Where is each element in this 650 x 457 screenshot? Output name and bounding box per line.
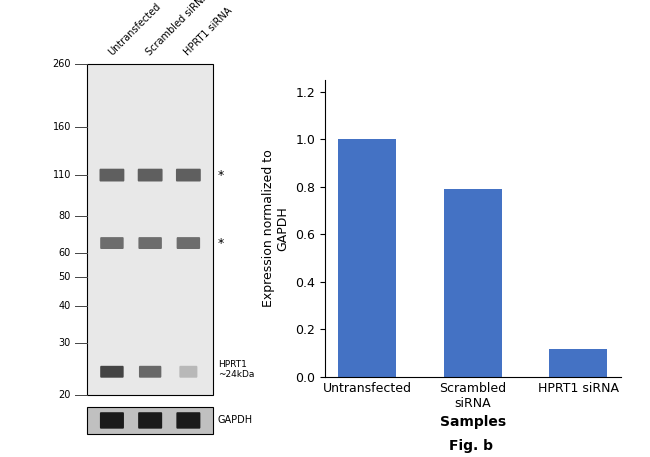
FancyBboxPatch shape [176,412,200,429]
Text: 50: 50 [58,272,71,282]
FancyBboxPatch shape [100,412,124,429]
Text: Untransfected: Untransfected [106,1,162,57]
Text: Fig. b: Fig. b [449,439,493,453]
FancyBboxPatch shape [177,237,200,249]
Bar [87,407,213,434]
Text: 40: 40 [58,301,71,311]
Text: 20: 20 [58,390,71,400]
FancyBboxPatch shape [139,366,161,377]
Y-axis label: Expression normalized to
GAPDH: Expression normalized to GAPDH [262,149,290,308]
Bar [87,64,213,395]
FancyBboxPatch shape [179,366,198,377]
FancyBboxPatch shape [138,169,162,181]
FancyBboxPatch shape [176,169,201,181]
Text: 160: 160 [53,122,71,132]
Bar [444,189,502,377]
FancyBboxPatch shape [100,237,124,249]
FancyBboxPatch shape [100,366,124,377]
FancyBboxPatch shape [99,169,124,181]
X-axis label: Samples: Samples [440,415,506,430]
Text: GAPDH: GAPDH [218,415,253,425]
Text: 260: 260 [53,59,71,69]
Text: HPRT1 siRNA: HPRT1 siRNA [183,5,235,57]
Bar [339,139,396,377]
Text: Scrambled siRNA: Scrambled siRNA [144,0,211,57]
Text: *: * [218,237,224,250]
Text: HPRT1
~24kDa: HPRT1 ~24kDa [218,360,254,379]
FancyBboxPatch shape [138,237,162,249]
Text: 110: 110 [53,170,71,180]
FancyBboxPatch shape [138,412,162,429]
Text: 80: 80 [58,211,71,221]
Bar [549,349,607,377]
Text: *: * [218,169,224,181]
Text: 60: 60 [58,249,71,258]
Text: 30: 30 [58,338,71,348]
